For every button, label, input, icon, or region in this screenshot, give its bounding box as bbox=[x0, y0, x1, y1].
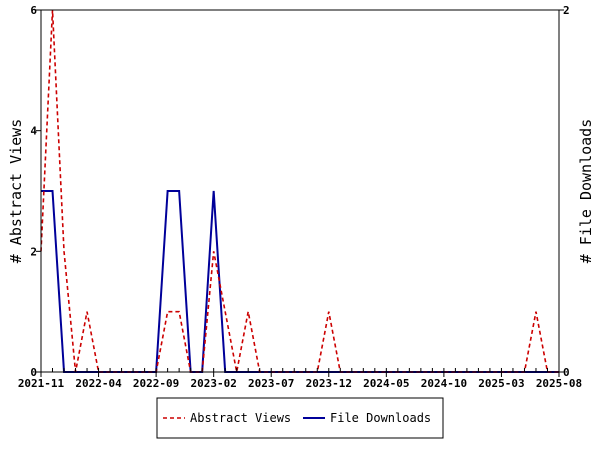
y-left-axis-title: # Abstract Views bbox=[7, 119, 25, 264]
y-right-tick-label: 0 bbox=[563, 366, 570, 379]
legend-label-abstract-views: Abstract Views bbox=[190, 411, 291, 425]
x-tick-label: 2023-02 bbox=[190, 377, 236, 390]
legend: Abstract Views File Downloads bbox=[156, 397, 444, 439]
legend-label-file-downloads: File Downloads bbox=[330, 411, 431, 425]
y-left-tick-label: 4 bbox=[30, 125, 37, 138]
y-right-tick-label: 2 bbox=[563, 4, 570, 17]
x-tick-label: 2024-10 bbox=[421, 377, 467, 390]
x-tick-label: 2024-05 bbox=[363, 377, 409, 390]
y-left-tick-label: 2 bbox=[30, 245, 37, 258]
x-tick-label: 2022-09 bbox=[133, 377, 179, 390]
plot-frame bbox=[40, 9, 560, 373]
x-tick-label: 2022-04 bbox=[75, 377, 122, 390]
y-right-axis-title: # File Downloads bbox=[577, 119, 595, 264]
y-left-tick-label: 0 bbox=[30, 366, 37, 379]
x-tick-label: 2021-11 bbox=[18, 377, 65, 390]
axis-layer: 2021-11 2022-04 2022-09 2023-02 2023-07 2023-… bbox=[18, 4, 582, 390]
x-tick-label: 2025-03 bbox=[478, 377, 524, 390]
legend-box bbox=[156, 397, 444, 439]
x-tick-label: 2025-08 bbox=[536, 377, 582, 390]
x-tick-label: 2023-12 bbox=[306, 377, 352, 390]
x-tick-label: 2023-07 bbox=[248, 377, 294, 390]
y-left-tick-label: 6 bbox=[30, 4, 37, 17]
